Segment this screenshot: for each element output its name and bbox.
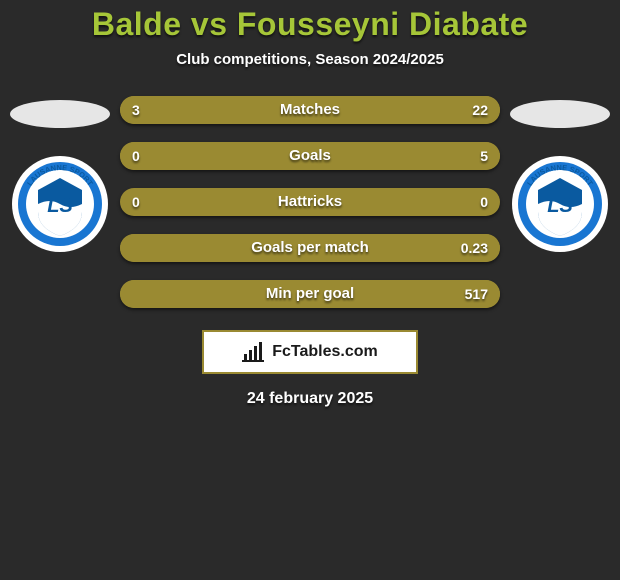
stat-label: Hattricks <box>120 188 500 216</box>
player-left-avatar-placeholder <box>10 100 110 128</box>
stat-row: Min per goal517 <box>120 280 500 308</box>
chart-icon <box>242 342 266 362</box>
svg-text:LS: LS <box>47 195 73 217</box>
stat-value-right: 5 <box>480 142 488 170</box>
comparison-panel: LS LAUSANNE SPORT LS LAUSANNE SPORT Matc… <box>0 96 620 308</box>
player-right-avatar-placeholder <box>510 100 610 128</box>
stat-value-right: 0 <box>480 188 488 216</box>
stat-row: Matches3 22 <box>120 96 500 124</box>
player-right-column: LS LAUSANNE SPORT <box>500 96 620 254</box>
player-left-column: LS LAUSANNE SPORT <box>0 96 120 254</box>
stats-list: Matches322Goals05Hattricks00Goals per ma… <box>120 96 500 308</box>
stat-label: Min per goal <box>120 280 500 308</box>
source-logo: FcTables.com <box>202 330 418 374</box>
player-left-club-badge: LS LAUSANNE SPORT <box>10 154 110 254</box>
page-title: Balde vs Fousseyni Diabate <box>0 0 620 43</box>
stat-row: Goals per match0.23 <box>120 234 500 262</box>
stat-value-right: 22 <box>472 96 488 124</box>
player-right-club-badge: LS LAUSANNE SPORT <box>510 154 610 254</box>
stat-value-left: 3 <box>132 96 140 124</box>
date-label: 24 february 2025 <box>0 390 620 408</box>
svg-text:LS: LS <box>547 195 573 217</box>
stat-row: Goals0 5 <box>120 142 500 170</box>
subtitle: Club competitions, Season 2024/2025 <box>0 51 620 68</box>
stat-label: Matches <box>120 96 500 124</box>
stat-row: Hattricks0 0 <box>120 188 500 216</box>
stat-label: Goals per match <box>120 234 500 262</box>
stat-value-left: 0 <box>132 188 140 216</box>
source-logo-text: FcTables.com <box>272 343 378 361</box>
stat-value-right: 0.23 <box>461 234 488 262</box>
stat-value-left: 0 <box>132 142 140 170</box>
stat-value-right: 517 <box>465 280 488 308</box>
stat-label: Goals <box>120 142 500 170</box>
